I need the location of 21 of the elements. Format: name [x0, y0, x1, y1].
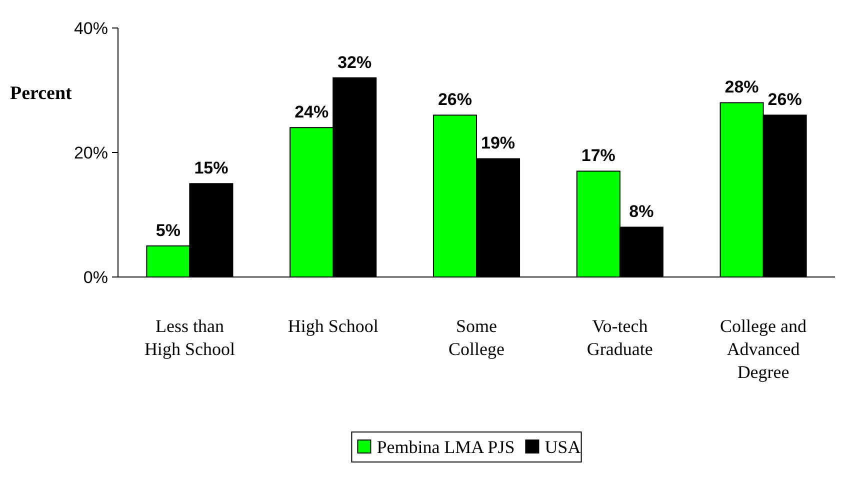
data-label: 26% — [768, 90, 802, 110]
data-label: 24% — [294, 102, 329, 122]
data-label: 17% — [581, 146, 616, 166]
data-label: 26% — [438, 90, 472, 110]
x-tick-label: College and Advanced Degree — [720, 316, 807, 382]
data-label: 5% — [156, 220, 180, 240]
data-label: 8% — [629, 202, 654, 222]
legend-label: USA — [544, 437, 581, 457]
y-tick-label: 20% — [74, 143, 108, 162]
x-tick-label: Vo-tech Graduate — [586, 316, 653, 359]
data-label: 15% — [194, 158, 228, 178]
y-tick-label: 40% — [74, 18, 108, 38]
y-tick-label: 0% — [83, 268, 108, 287]
y-axis-title: Percent — [10, 83, 73, 104]
data-label: 19% — [480, 134, 516, 153]
x-tick-label: Less than High School — [144, 316, 235, 359]
x-tick-label: High School — [288, 316, 378, 336]
data-label: 28% — [724, 78, 759, 97]
data-label: 32% — [338, 52, 372, 72]
legend-label: Pembina LMA PJS — [376, 437, 515, 457]
x-tick-label: Some College — [448, 316, 504, 359]
